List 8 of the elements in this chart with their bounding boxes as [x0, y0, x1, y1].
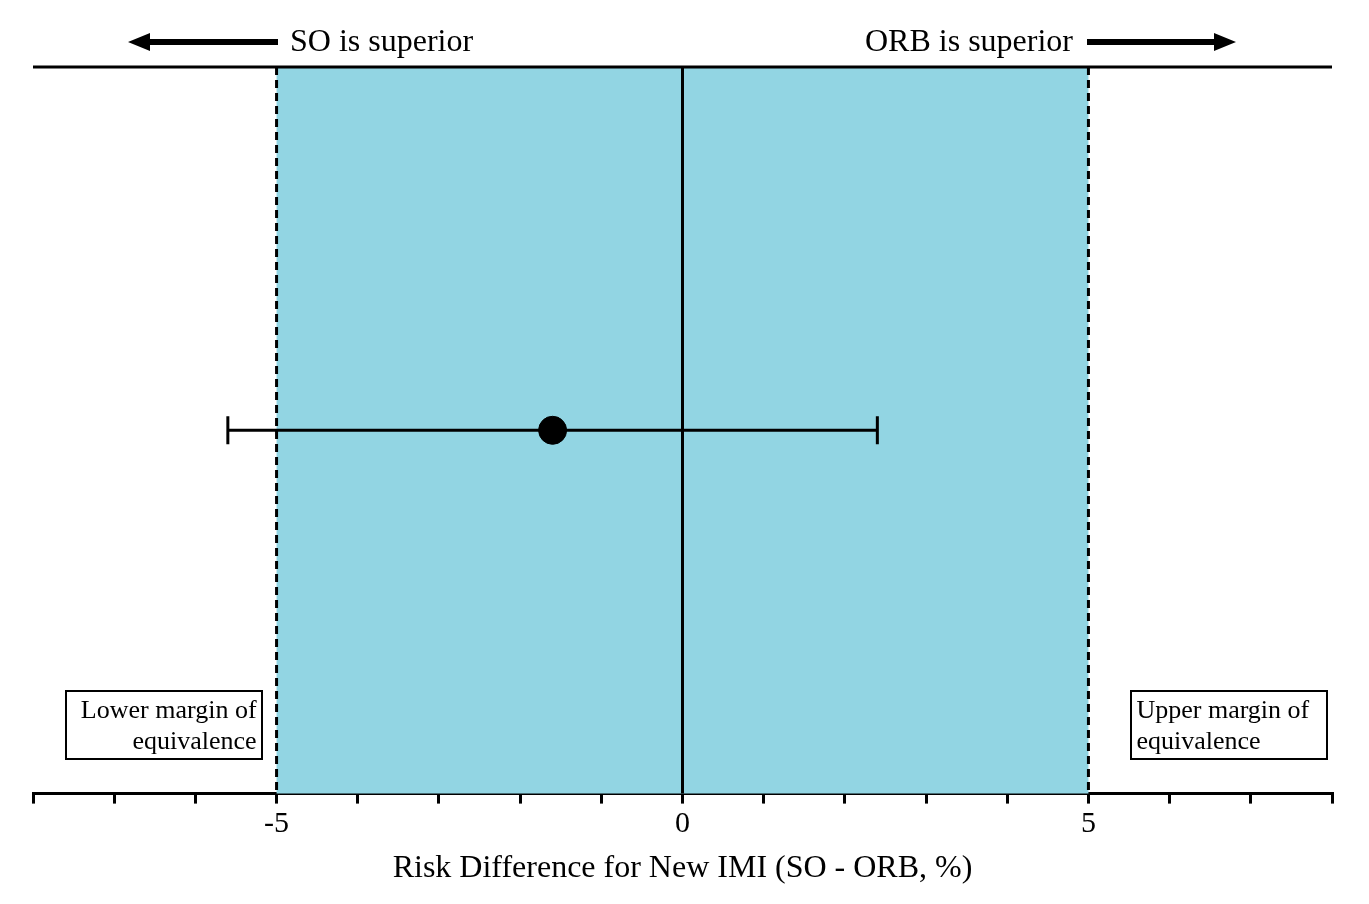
text: ORB is superior — [865, 22, 1073, 58]
x-tick-label: 5 — [1080, 805, 1096, 839]
ref-line-label: Upper margin of equivalence — [1130, 689, 1329, 760]
x-tick-label: -5 — [264, 805, 290, 839]
x-axis-title: Risk Difference for New IMI (SO - ORB, %) — [392, 848, 973, 885]
x-tick-label: 0 — [675, 805, 690, 839]
text: SO is superior — [290, 22, 474, 58]
ref-line-label: Lower margin of equivalence — [64, 689, 263, 760]
